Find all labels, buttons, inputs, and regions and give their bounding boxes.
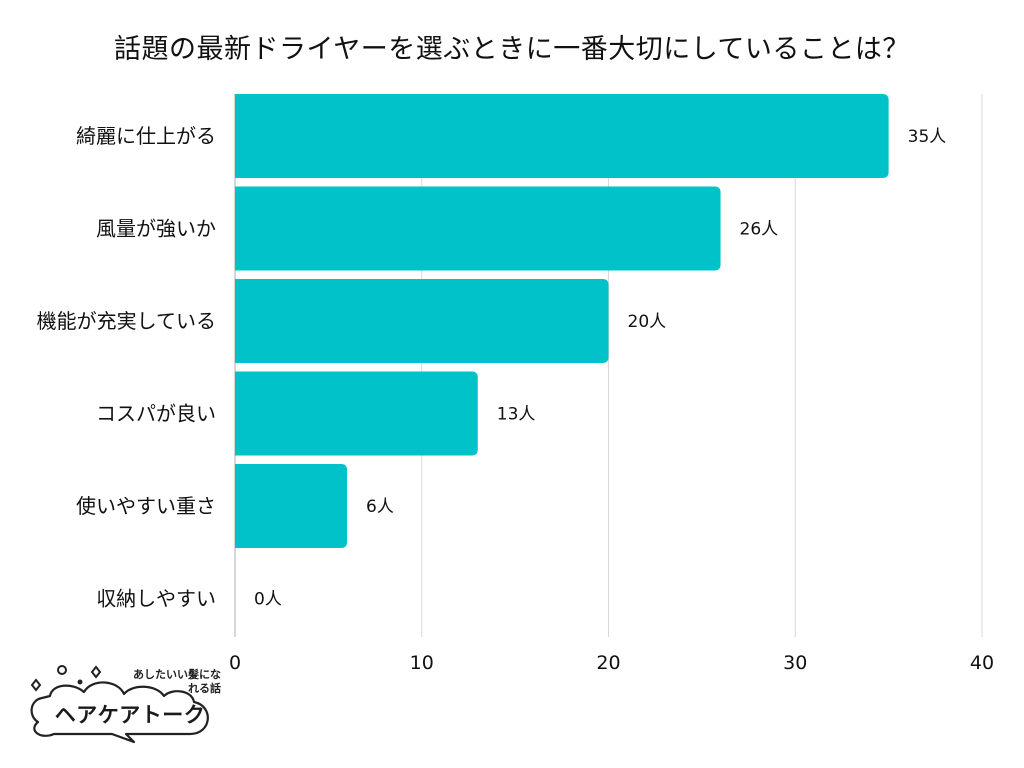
logo-name: ヘアケアトーク — [54, 703, 206, 727]
bar — [235, 371, 478, 456]
x-tick-label: 0 — [229, 652, 241, 674]
category-label: 使いやすい重さ — [76, 494, 216, 518]
data-label: 13人 — [497, 405, 536, 425]
category-label: 綺麗に仕上がる — [76, 124, 216, 148]
brand-logo: あしたいい髪になれる話 ヘアケアトーク — [22, 662, 222, 744]
category-label: 収納しやすい — [96, 587, 216, 611]
bar — [235, 186, 721, 271]
data-label: 0人 — [254, 590, 282, 610]
category-label: コスパが良い — [96, 402, 216, 426]
bar — [235, 464, 348, 548]
category-label: 機能が充実している — [37, 309, 216, 333]
data-label: 35人 — [908, 127, 947, 147]
bar — [235, 279, 609, 363]
data-label: 6人 — [366, 497, 394, 517]
bar — [235, 94, 889, 178]
data-label: 20人 — [628, 312, 667, 332]
x-tick-label: 40 — [970, 652, 994, 674]
chart-title: 話題の最新ドライヤーを選ぶときに一番大切にしていることは？ — [114, 34, 910, 65]
x-tick-label: 10 — [410, 652, 434, 674]
cloud-speech-bubble-icon — [30, 665, 209, 744]
category-label: 風量が強いか — [96, 217, 216, 241]
logo-tagline: あしたいい髪になれる話 — [133, 668, 221, 695]
data-label: 26人 — [740, 220, 779, 240]
x-tick-label: 20 — [596, 652, 620, 674]
x-tick-label: 30 — [783, 652, 807, 674]
